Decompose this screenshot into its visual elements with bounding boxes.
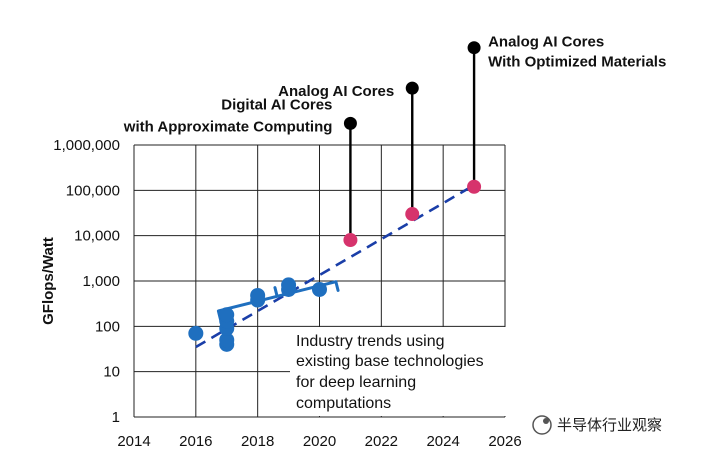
data-point-industry (312, 281, 327, 297)
trendline-dashed (195, 184, 475, 349)
annotation-dot (343, 116, 357, 130)
y-tick-label: 100 (95, 318, 120, 335)
data-point-industry (188, 325, 204, 341)
x-tick-label: 2022 (365, 433, 398, 450)
annotation-stems (343, 41, 481, 241)
annotation-labels: Digital AI Cores with Approximate Computi… (123, 34, 667, 136)
data-point-industry (250, 287, 266, 303)
y-tick-label: 100,000 (66, 182, 120, 199)
data-point-industry (219, 307, 235, 323)
watermark: 半导体行业观察 (532, 415, 662, 435)
y-tick-label: 10,000 (74, 228, 120, 245)
watermark-logo-icon (532, 415, 552, 435)
x-tick-label: 2024 (426, 433, 459, 450)
x-tick-label: 2020 (303, 433, 336, 450)
y-tick-label: 1,000 (82, 273, 120, 290)
annotation-dot (405, 81, 419, 95)
trend-text-line-4: computations (296, 395, 391, 412)
watermark-logo-dot-icon (543, 418, 549, 424)
x-tick-label: 2026 (488, 433, 521, 450)
x-tick-label: 2018 (241, 433, 274, 450)
x-axis-ticks: 2014 2016 2018 2020 2022 2024 2026 (117, 433, 521, 450)
annotation-label: With Optimized Materials (488, 54, 666, 71)
y-tick-label: 10 (103, 364, 120, 381)
trend-text-line-1: Industry trends using (296, 333, 445, 350)
y-tick-label: 1 (112, 409, 120, 426)
x-tick-label: 2014 (117, 433, 150, 450)
y-axis-label: GFlops/Watt (40, 237, 57, 325)
data-point-industry (281, 277, 297, 293)
watermark-text: 半导体行业观察 (557, 416, 662, 434)
grid (133, 144, 506, 418)
trend-text-line-2: existing base technologies (296, 353, 484, 370)
annotation-label: Analog AI Cores (278, 83, 394, 100)
y-axis-ticks: 1 10 100 1,000 10,000 100,000 1,000,000 (53, 137, 120, 426)
trend-text-line-3: for deep learning (296, 374, 416, 391)
data-point-ai-core (405, 207, 420, 222)
annotation-label: Digital AI Cores (221, 96, 332, 113)
annotation-dot (467, 41, 481, 55)
data-point-ai-core (467, 179, 482, 194)
data-point-industry (219, 332, 235, 348)
data-points (188, 179, 482, 352)
x-tick-label: 2016 (179, 433, 212, 450)
y-tick-label: 1,000,000 (53, 137, 120, 154)
trend-text-box (290, 327, 506, 416)
annotation-label: with Approximate Computing (123, 118, 333, 135)
annotation-label: Analog AI Cores (488, 34, 604, 51)
data-point-ai-core (343, 233, 358, 248)
trendline (195, 184, 475, 349)
